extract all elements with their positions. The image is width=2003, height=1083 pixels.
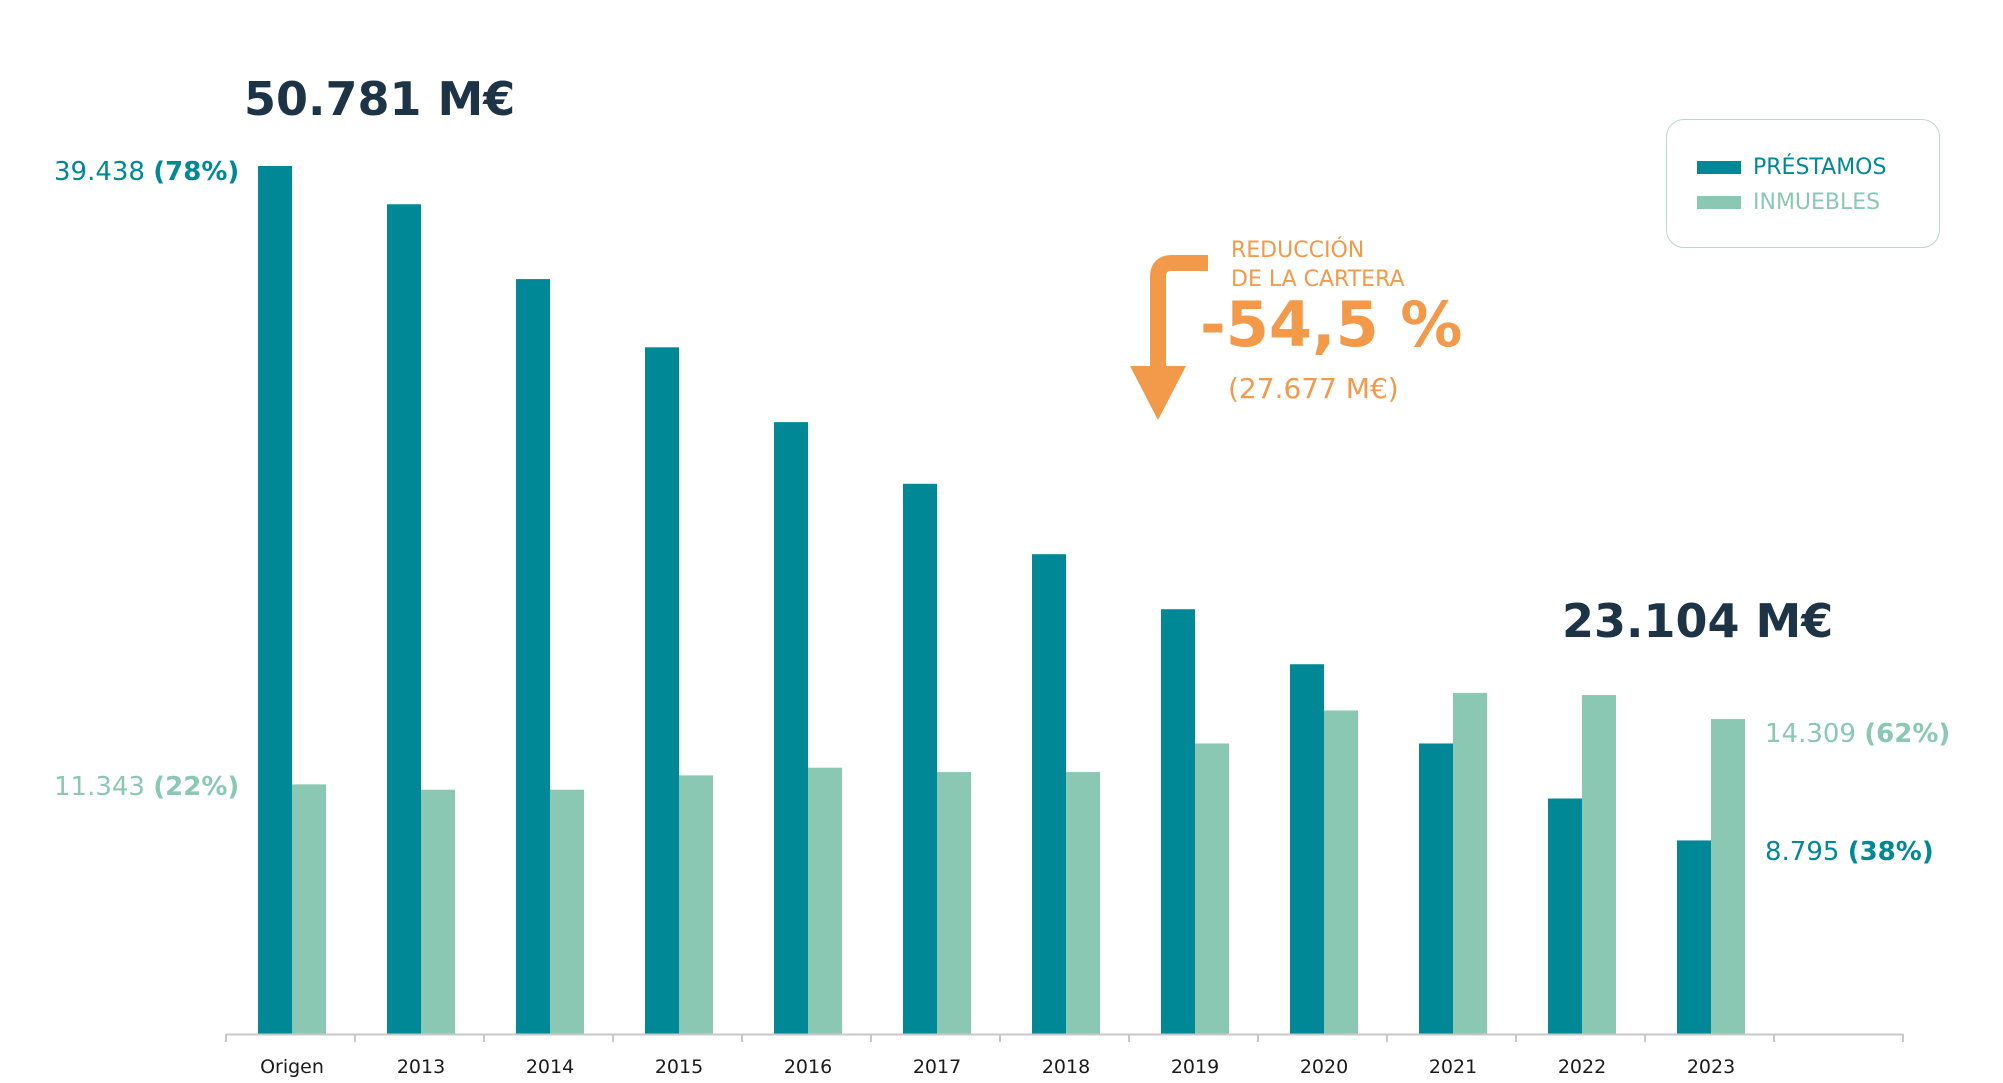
bar-inmuebles-2020 bbox=[1324, 710, 1358, 1034]
bar-inmuebles-2023 bbox=[1711, 719, 1745, 1034]
bar-inmuebles-2015 bbox=[679, 775, 713, 1034]
x-tick-label: 2019 bbox=[1171, 1056, 1219, 1078]
x-tick-label: 2021 bbox=[1429, 1056, 1477, 1078]
x-tick-labels: Origen 2013 2014 2015 2016 2017 2018 2019 2020 20… bbox=[260, 1056, 1735, 1078]
bar-prestamos-2013 bbox=[387, 204, 421, 1034]
reduction-amount: (27.677 M€) bbox=[1228, 372, 1399, 405]
origen-inmuebles-label: 11.343 (22%) bbox=[54, 772, 239, 802]
x-tick-label: 2015 bbox=[655, 1056, 703, 1078]
bar-inmuebles-2016 bbox=[808, 767, 842, 1034]
legend-item-inmuebles: INMUEBLES bbox=[1697, 187, 1880, 217]
final-prestamos-value: 8.795 bbox=[1765, 837, 1840, 867]
legend-item-prestamos: PRÉSTAMOS bbox=[1697, 152, 1886, 182]
final-prestamos-label: 8.795 (38%) bbox=[1765, 837, 1934, 867]
bar-prestamos-2023 bbox=[1677, 840, 1711, 1034]
x-tick-label: 2018 bbox=[1042, 1056, 1090, 1078]
final-inmuebles-pct: (62%) bbox=[1864, 719, 1951, 749]
legend-label-inmuebles: INMUEBLES bbox=[1753, 189, 1881, 215]
bar-inmuebles-2019 bbox=[1195, 743, 1229, 1034]
x-tick-label: 2020 bbox=[1300, 1056, 1348, 1078]
x-tick-label: 2014 bbox=[526, 1056, 574, 1078]
total-end-label: 23.104 M€ bbox=[1562, 594, 1834, 648]
origen-prestamos-value: 39.438 bbox=[54, 157, 145, 187]
legend: PRÉSTAMOS INMUEBLES bbox=[1666, 119, 1940, 248]
x-tick-label: 2017 bbox=[913, 1056, 961, 1078]
bar-prestamos-2017 bbox=[903, 483, 937, 1034]
bar-prestamos-2014 bbox=[516, 279, 550, 1034]
bar-prestamos-2019 bbox=[1161, 609, 1195, 1034]
total-start-label: 50.781 M€ bbox=[244, 72, 516, 126]
bar-inmuebles-2014 bbox=[550, 789, 584, 1034]
bar-inmuebles-2013 bbox=[421, 789, 455, 1034]
bar-inmuebles-2022 bbox=[1582, 695, 1616, 1034]
legend-swatch-inmuebles bbox=[1697, 195, 1741, 209]
reduction-title-line2: DE LA CARTERA bbox=[1231, 267, 1405, 292]
origen-prestamos-label: 39.438 (78%) bbox=[54, 157, 239, 187]
bar-inmuebles-2017 bbox=[937, 772, 971, 1034]
bar-prestamos-2018 bbox=[1032, 554, 1066, 1034]
origen-inmuebles-pct: (22%) bbox=[153, 772, 240, 802]
final-prestamos-pct: (38%) bbox=[1847, 837, 1934, 867]
x-tick-label: 2013 bbox=[397, 1056, 445, 1078]
bar-prestamos-2022 bbox=[1548, 798, 1582, 1034]
reduction-arrow-icon bbox=[1130, 255, 1208, 420]
legend-swatch-prestamos bbox=[1697, 160, 1741, 174]
origen-prestamos-pct: (78%) bbox=[153, 157, 240, 187]
reduction-title: REDUCCIÓN DE LA CARTERA bbox=[1231, 236, 1405, 294]
bar-prestamos-2015 bbox=[645, 347, 679, 1035]
x-tick-label: 2022 bbox=[1558, 1056, 1606, 1078]
bar-inmuebles-2021 bbox=[1453, 692, 1487, 1034]
bar-prestamos-2020 bbox=[1290, 664, 1324, 1034]
x-tick-label: 2016 bbox=[784, 1056, 832, 1078]
x-tick-label: 2023 bbox=[1687, 1056, 1735, 1078]
final-inmuebles-label: 14.309 (62%) bbox=[1765, 719, 1950, 749]
bar-prestamos-2016 bbox=[774, 422, 808, 1034]
x-axis bbox=[225, 1033, 1904, 1042]
origen-inmuebles-value: 11.343 bbox=[54, 772, 145, 802]
reduction-pct: -54,5 % bbox=[1200, 288, 1463, 361]
legend-label-prestamos: PRÉSTAMOS bbox=[1753, 154, 1887, 180]
bars-group bbox=[258, 166, 1745, 1035]
x-tick-label: Origen bbox=[260, 1056, 324, 1078]
bar-prestamos-origen bbox=[258, 166, 292, 1034]
final-inmuebles-value: 14.309 bbox=[1765, 719, 1856, 749]
bar-prestamos-2021 bbox=[1419, 743, 1453, 1034]
bar-inmuebles-2018 bbox=[1066, 772, 1100, 1034]
bar-inmuebles-origen bbox=[292, 784, 326, 1034]
reduction-title-line1: REDUCCIÓN bbox=[1231, 238, 1365, 263]
